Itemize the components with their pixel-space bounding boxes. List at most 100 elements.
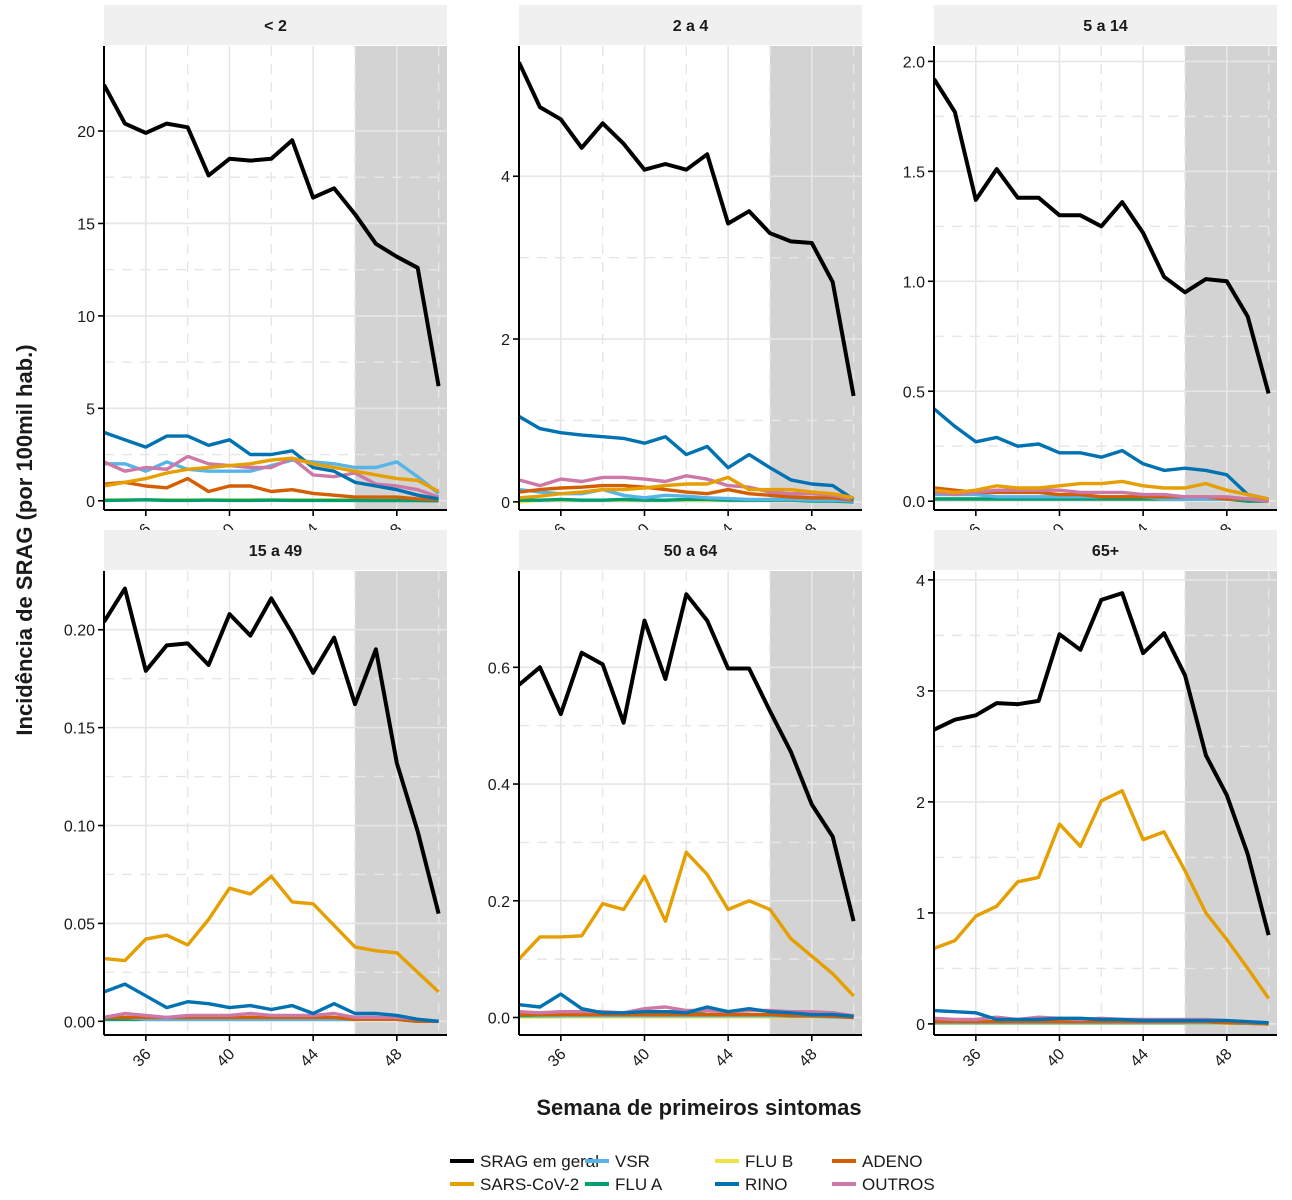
series-line-srag xyxy=(519,592,856,922)
y-tick-label: 1.5 xyxy=(903,164,925,181)
facet-strip xyxy=(934,530,1277,570)
legend-label: FLU B xyxy=(745,1152,793,1171)
y-tick-label: 3 xyxy=(916,684,925,701)
series-line-srag xyxy=(934,77,1271,395)
series-line-srag xyxy=(519,61,856,397)
series-line-outros xyxy=(104,454,440,499)
series-line-adeno xyxy=(519,483,854,502)
y-tick-label: 10 xyxy=(77,309,95,326)
panel-3: 15 a 49 0.00 0.05 0.10 0.15 0.20 36 40 44 48 xyxy=(64,530,447,1070)
facet-strip xyxy=(104,5,447,45)
grid xyxy=(103,571,447,1035)
x-tick-label: 36 xyxy=(130,1046,155,1071)
shaded-region xyxy=(769,571,862,1035)
shaded-region xyxy=(769,46,862,510)
panel-4: 50 a 64 0.0 0.2 0.4 0.6 36 40 44 48 xyxy=(488,530,862,1070)
legend-item-sars: SARS-CoV-2 xyxy=(450,1175,579,1194)
legend-item-rino: RINO xyxy=(715,1175,788,1194)
shaded-region xyxy=(1184,46,1277,510)
y-tick-label: 0.2 xyxy=(488,894,510,911)
y-tick-label: 15 xyxy=(77,216,95,233)
series-line-outros xyxy=(104,1011,439,1023)
series-lines xyxy=(934,591,1271,1026)
legend-label: FLU A xyxy=(615,1175,663,1194)
x-tick-label: 44 xyxy=(297,1046,322,1071)
series-lines xyxy=(519,61,856,504)
series-lines xyxy=(519,592,856,1020)
facet-strip-label: 5 a 14 xyxy=(1083,18,1128,35)
facet-strip-label: 50 a 64 xyxy=(664,543,717,560)
shaded-region xyxy=(354,571,447,1035)
y-tick-label: 0 xyxy=(86,494,95,511)
x-tick-label: 44 xyxy=(712,1046,737,1071)
y-tick-label: 2 xyxy=(501,332,510,349)
y-tick-label: 0.05 xyxy=(64,916,95,933)
y-tick-label: 0.00 xyxy=(64,1014,95,1031)
series-line-srag xyxy=(104,83,441,387)
y-tick-label: 1 xyxy=(916,906,925,923)
y-tick-label: 2 xyxy=(916,795,925,812)
series-lines xyxy=(104,586,441,1023)
legend-label: OUTROS xyxy=(862,1175,935,1194)
facet-strip-label: 2 a 4 xyxy=(673,18,709,35)
x-tick-label: 36 xyxy=(545,1046,570,1071)
series-line-rino xyxy=(934,1008,1269,1025)
legend-item-flua: FLU A xyxy=(585,1175,663,1194)
x-axis-title: Semana de primeiros sintomas xyxy=(536,1095,861,1120)
series-line-sars xyxy=(519,850,855,998)
x-tick-label: 48 xyxy=(1211,1046,1236,1071)
x-tick-label: 48 xyxy=(381,1046,406,1071)
y-tick-label: 0.5 xyxy=(903,384,925,401)
legend-item-srag: SRAG em geral xyxy=(450,1152,599,1171)
series-line-rino xyxy=(519,992,854,1018)
legend-label: VSR xyxy=(615,1152,650,1171)
y-tick-label: 0.0 xyxy=(488,1010,510,1027)
y-tick-label: 20 xyxy=(77,124,95,141)
y-tick-label: 5 xyxy=(86,401,95,418)
legend-item-outros: OUTROS xyxy=(832,1175,935,1194)
legend-label: RINO xyxy=(745,1175,788,1194)
panels: < 205101520364044482 a 4024364044485 a 1… xyxy=(64,5,1277,1070)
y-tick-label: 4 xyxy=(916,573,925,590)
panel-0: < 20510152036404448 xyxy=(77,5,447,545)
series-line-rino xyxy=(104,430,439,501)
y-tick-label: 0 xyxy=(501,495,510,512)
x-tick-label: 40 xyxy=(629,1046,654,1071)
series-line-rino xyxy=(519,414,855,501)
y-tick-label: 0.0 xyxy=(903,494,925,511)
legend-label: ADENO xyxy=(862,1152,922,1171)
series-line-vsr xyxy=(104,458,440,495)
facet-strip-label: 65+ xyxy=(1092,543,1119,560)
y-tick-label: 0.6 xyxy=(488,660,510,677)
series-line-sars xyxy=(104,456,440,494)
x-tick-label: 44 xyxy=(1127,1046,1152,1071)
legend-label: SARS-CoV-2 xyxy=(480,1175,579,1194)
series-line-srag xyxy=(104,586,441,915)
series-line-outros xyxy=(934,488,1269,503)
legend-item-flub: FLU B xyxy=(715,1152,793,1171)
series-line-adeno xyxy=(519,1012,854,1020)
facet-strip-label: < 2 xyxy=(264,18,287,35)
x-tick-label: 48 xyxy=(796,1046,821,1071)
y-tick-label: 2.0 xyxy=(903,54,925,71)
series-lines xyxy=(104,83,441,503)
y-tick-label: 0.10 xyxy=(64,819,95,836)
legend-label: SRAG em geral xyxy=(480,1152,599,1171)
facet-strip xyxy=(104,530,447,570)
shaded-region xyxy=(354,46,447,510)
y-axis-title: Incidência de SRAG (por 100mil hab.) xyxy=(12,344,37,735)
legend-item-vsr: VSR xyxy=(585,1152,650,1171)
series-line-flua xyxy=(104,498,439,503)
y-tick-label: 0 xyxy=(916,1017,925,1034)
panel-5: 65+ 0 1 2 3 4 36 40 44 48 xyxy=(916,530,1277,1070)
series-line-rino xyxy=(104,982,439,1023)
legend: SRAG em geral SARS-CoV-2 VSR FLU A FLU B RINO… xyxy=(450,1152,935,1194)
series-line-sars xyxy=(934,789,1270,1000)
y-tick-label: 1.0 xyxy=(903,274,925,291)
facet-strip xyxy=(934,5,1277,45)
series-lines xyxy=(934,77,1271,503)
facet-strip xyxy=(519,5,862,45)
series-line-rino xyxy=(934,407,1269,501)
